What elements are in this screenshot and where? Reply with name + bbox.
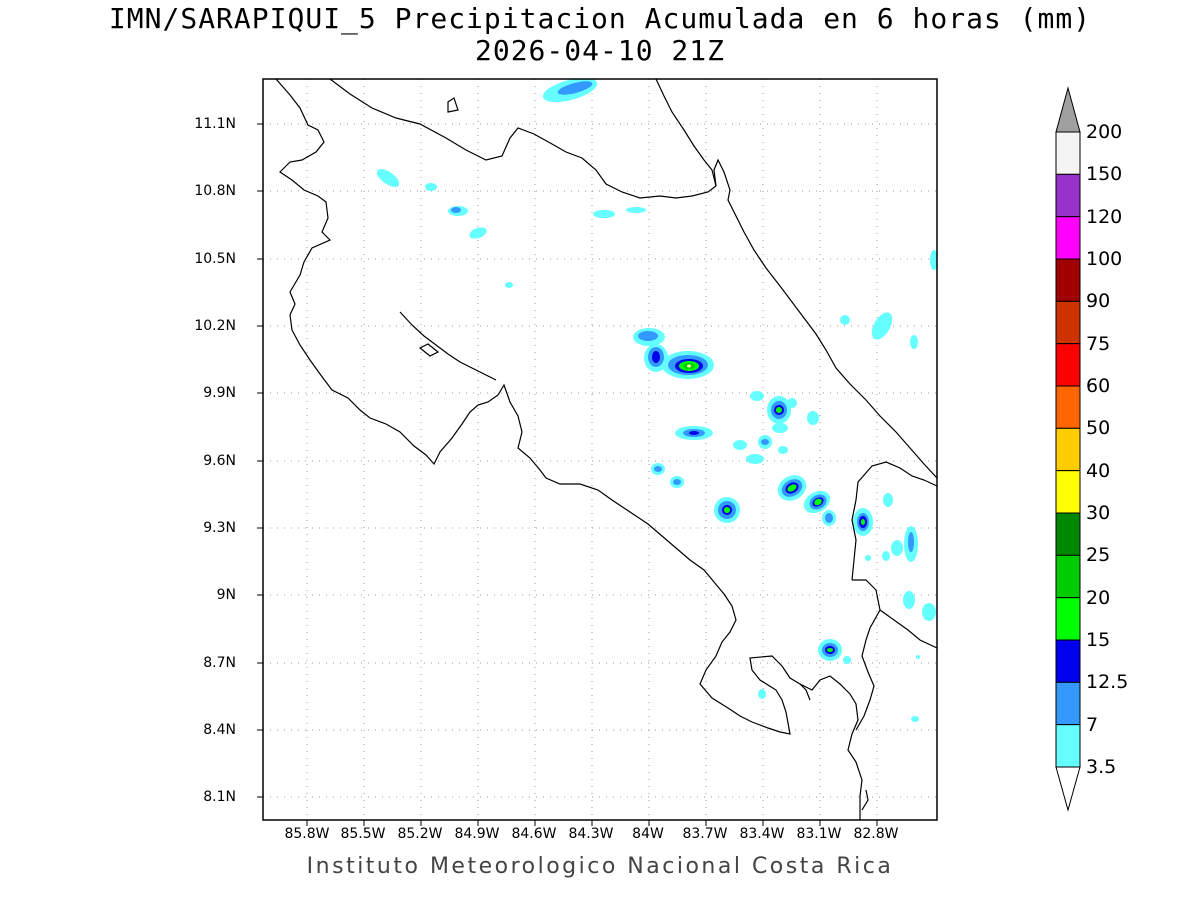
lon-label: 83.4W: [739, 826, 785, 842]
lat-label: 10.8N: [194, 183, 236, 199]
map-subtitle: 2026-04-10 21Z: [474, 34, 725, 67]
colorbar-segment: [1055, 216, 1081, 260]
lat-label: 10.2N: [194, 318, 236, 334]
colorbar-segment: [1055, 597, 1081, 641]
colorbar-label: 90: [1086, 290, 1111, 312]
colorbar-segment: [1055, 724, 1081, 768]
colorbar-label: 75: [1086, 333, 1111, 355]
colorbar-segment: [1055, 427, 1081, 472]
lat-label: 10.5N: [194, 251, 236, 267]
lon-label: 83.1W: [796, 826, 842, 842]
axis-ticks: [257, 123, 878, 826]
map-grid: [263, 79, 937, 820]
lat-label: 8.7N: [203, 655, 236, 671]
colorbar-segment: [1055, 385, 1081, 429]
colorbar-label: 7: [1086, 714, 1099, 736]
precipitation-field: [376, 79, 937, 722]
colorbar-label: 3.5: [1086, 756, 1117, 778]
lon-label: 85.5W: [340, 826, 386, 842]
map-title: IMN/SARAPIQUI_5 Precipitacion Acumulada …: [108, 2, 1092, 35]
map-frame: [262, 78, 938, 821]
colorbar-segment: [1055, 470, 1081, 514]
lon-label: 85.8W: [284, 826, 330, 842]
lat-label: 9.3N: [203, 520, 236, 536]
colorbar-segment: [1055, 300, 1081, 345]
colorbar: [1055, 86, 1081, 812]
colorbar-segment: [1055, 343, 1081, 387]
lat-label: 9.6N: [203, 453, 236, 469]
lat-label: 8.4N: [203, 722, 236, 738]
lon-label: 84W: [632, 826, 664, 842]
lon-label: 85.2W: [397, 826, 443, 842]
colorbar-segment: [1055, 639, 1081, 683]
colorbar-label: 100: [1086, 248, 1123, 270]
colorbar-label: 15: [1086, 629, 1111, 651]
lat-label: 11.1N: [194, 116, 236, 132]
colorbar-label: 30: [1086, 502, 1111, 524]
lat-label: 9N: [216, 587, 236, 603]
colorbar-label: 40: [1086, 460, 1111, 482]
colorbar-segment: [1055, 512, 1081, 556]
lon-label: 84.3W: [568, 826, 614, 842]
lat-label: 9.9N: [203, 385, 236, 401]
colorbar-segment: [1055, 681, 1081, 726]
lon-label: 84.6W: [511, 826, 557, 842]
lon-label: 83.7W: [682, 826, 728, 842]
colorbar-segment: [1055, 554, 1081, 599]
colorbar-segment: [1055, 173, 1081, 218]
colorbar-label: 50: [1086, 417, 1111, 439]
colorbar-label: 12.5: [1086, 671, 1129, 693]
colorbar-segment: [1055, 131, 1081, 175]
colorbar-label: 120: [1086, 206, 1123, 228]
lat-label: 8.1N: [203, 789, 236, 805]
colorbar-segment: [1055, 258, 1081, 302]
colorbar-label: 60: [1086, 375, 1111, 397]
colorbar-label: 150: [1086, 163, 1123, 185]
footer-credit: Instituto Meteorologico Nacional Costa R…: [306, 854, 894, 879]
colorbar-label: 25: [1086, 544, 1111, 566]
colorbar-label: 200: [1086, 121, 1123, 143]
colorbar-label: 20: [1086, 587, 1111, 609]
lon-label: 82.8W: [853, 826, 899, 842]
lon-label: 84.9W: [454, 826, 500, 842]
colorbar-over-arrow: [1055, 86, 1081, 133]
colorbar-under-arrow: [1055, 766, 1081, 812]
coastlines: [275, 79, 937, 820]
